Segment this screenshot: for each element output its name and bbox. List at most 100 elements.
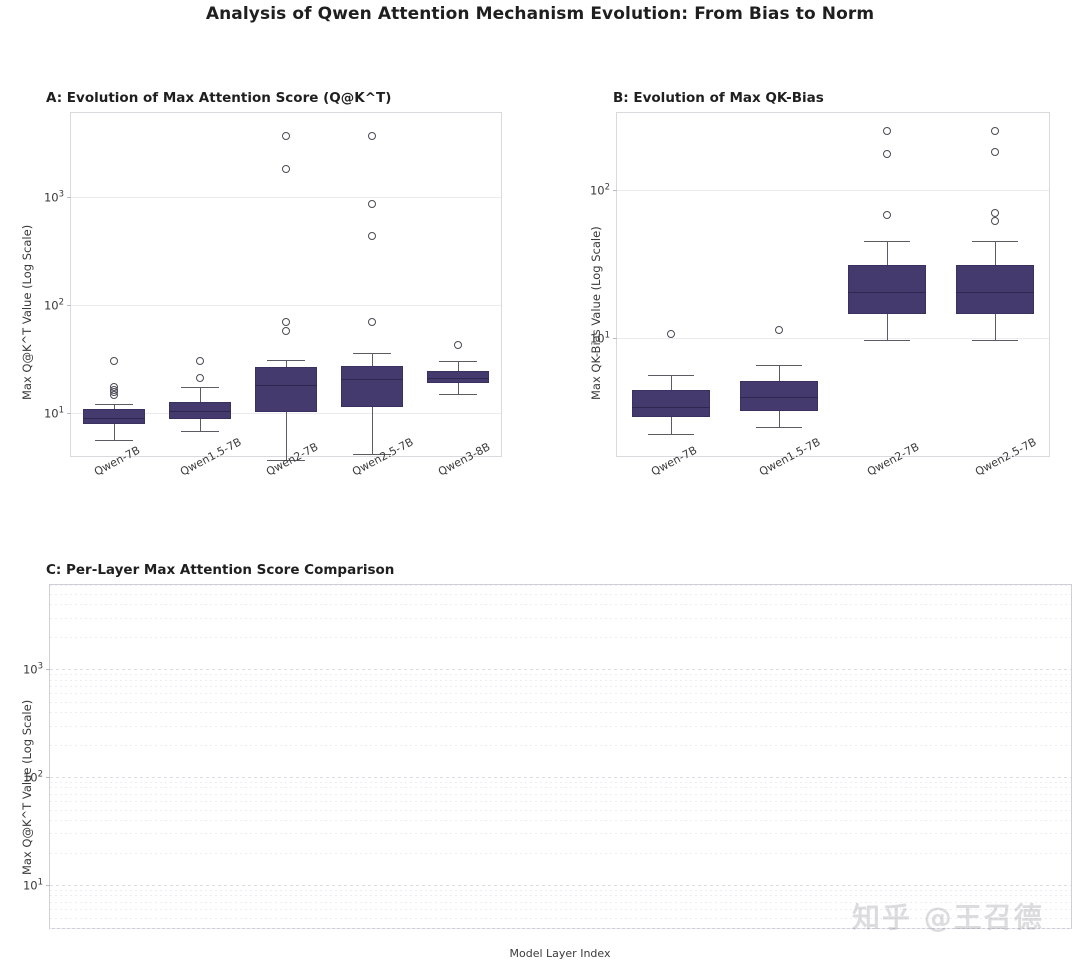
outlier-point [110,356,118,365]
whisker-upper [372,352,373,366]
outlier-point [368,231,376,240]
whisker-cap-upper [95,403,133,405]
whisker-cap-lower [181,431,219,433]
gridline-minor [50,593,1071,595]
x-category-label: Qwen1.5-7B [757,435,823,479]
panel-c-title: C: Per-Layer Max Attention Score Compari… [46,562,395,578]
box [956,265,1034,315]
median-line [83,417,145,419]
y-tick-label: 101 [589,330,610,346]
whisker-upper [887,241,888,266]
whisker-cap-upper [439,361,477,363]
panel-a-ylabel: Max Q@K^T Value (Log Scale) [20,224,34,400]
y-tick-mark [613,338,617,340]
panel-a-axes: 101 102 103 Qwen-7B Qwen1.5-7B Qwen2-7B Qwen2.… [44,112,502,478]
whisker-lower [458,382,459,394]
gridline-minor [50,701,1071,703]
y-tick-mark [613,189,617,191]
whisker-cap-upper [647,375,695,377]
box [427,370,489,383]
box [255,367,317,413]
y-tick-label: 102 [589,182,610,198]
median-line [255,385,317,387]
outlier-point [368,199,376,208]
panel-c-ylabel: Max Q@K^T Value (Log Scale) [20,699,34,875]
panel-b-axes: 101 102 Qwen-7B Qwen1.5-7B Qwen2-7B Qwen2.5-7… [590,112,1050,478]
gridline-minor [50,852,1071,854]
figure-title: Analysis of Qwen Attention Mechanism Evo… [205,4,875,24]
outlier-point [991,208,999,217]
outlier-point [282,317,290,326]
panel-c-axes: 101 102 103 [23,584,1072,929]
whisker-lower [114,424,115,441]
median-line [169,411,231,413]
y-tick-mark [46,777,50,779]
gridline-minor [50,725,1071,727]
box [341,365,403,408]
y-tick-label: 103 [43,189,64,205]
whisker-lower [372,407,373,454]
y-tick-label: 102 [43,297,64,313]
y-tick-mark [46,669,50,671]
outlier-point [883,149,891,158]
whisker-cap-lower [755,427,803,429]
outlier-point [454,340,462,349]
y-tick-label: 101 [43,405,64,421]
outlier-point [282,165,290,174]
y-tick-mark [46,885,50,887]
y-tick-mark [67,413,71,415]
whisker-lower [887,314,888,340]
gridline-minor [50,617,1071,619]
box [848,265,926,315]
gridline-major [50,669,1071,671]
median-line [632,406,710,408]
whisker-cap-upper [267,359,305,361]
x-category-label: Qwen2.5-7B [350,435,416,479]
box [740,381,818,412]
panel-a-title: A: Evolution of Max Attention Score (Q@K… [46,90,392,106]
gridline-minor [50,895,1071,897]
whisker-cap-lower [439,394,477,395]
outlier-point [282,131,290,140]
whisker-cap-lower [647,434,695,436]
whisker-upper [286,359,287,368]
whisker-cap-upper [353,352,391,354]
gridline-minor [50,585,1071,586]
median-line [341,379,403,381]
median-line [740,397,818,399]
y-tick-label: 101 [22,877,43,893]
whisker-cap-upper [181,386,219,388]
outlier-point [368,317,376,326]
x-category-label: Qwen2-7B [865,440,922,479]
whisker-cap-lower [95,440,133,442]
gridline-minor [50,901,1071,903]
gridline-major [50,777,1071,779]
outlier-point [196,374,204,383]
whisker-cap-lower [863,340,911,341]
gridline-minor [50,800,1071,802]
gridline-minor [50,889,1071,891]
whisker-lower [286,412,287,460]
whisker-cap-lower [353,453,391,455]
outlier-point [883,126,891,135]
outlier-point [282,327,290,336]
x-category-label: Qwen3-8B [436,440,493,479]
median-line [956,291,1034,293]
gridline-major [617,189,1049,191]
x-category-label: Qwen-7B [92,443,143,479]
whisker-upper [458,361,459,371]
gridline-major [50,885,1071,887]
gridline-major [71,197,501,199]
y-tick-label: 102 [22,769,43,785]
outlier-point [368,131,376,140]
outlier-point [991,148,999,156]
gridline-major [71,305,501,307]
median-line [848,291,926,293]
gridline-minor [50,685,1071,687]
median-line [427,378,489,380]
gridline-minor [50,820,1071,821]
whisker-cap-lower [267,459,305,461]
gridline-minor [50,636,1071,638]
gridline-minor [50,679,1071,681]
whisker-upper [114,403,115,409]
